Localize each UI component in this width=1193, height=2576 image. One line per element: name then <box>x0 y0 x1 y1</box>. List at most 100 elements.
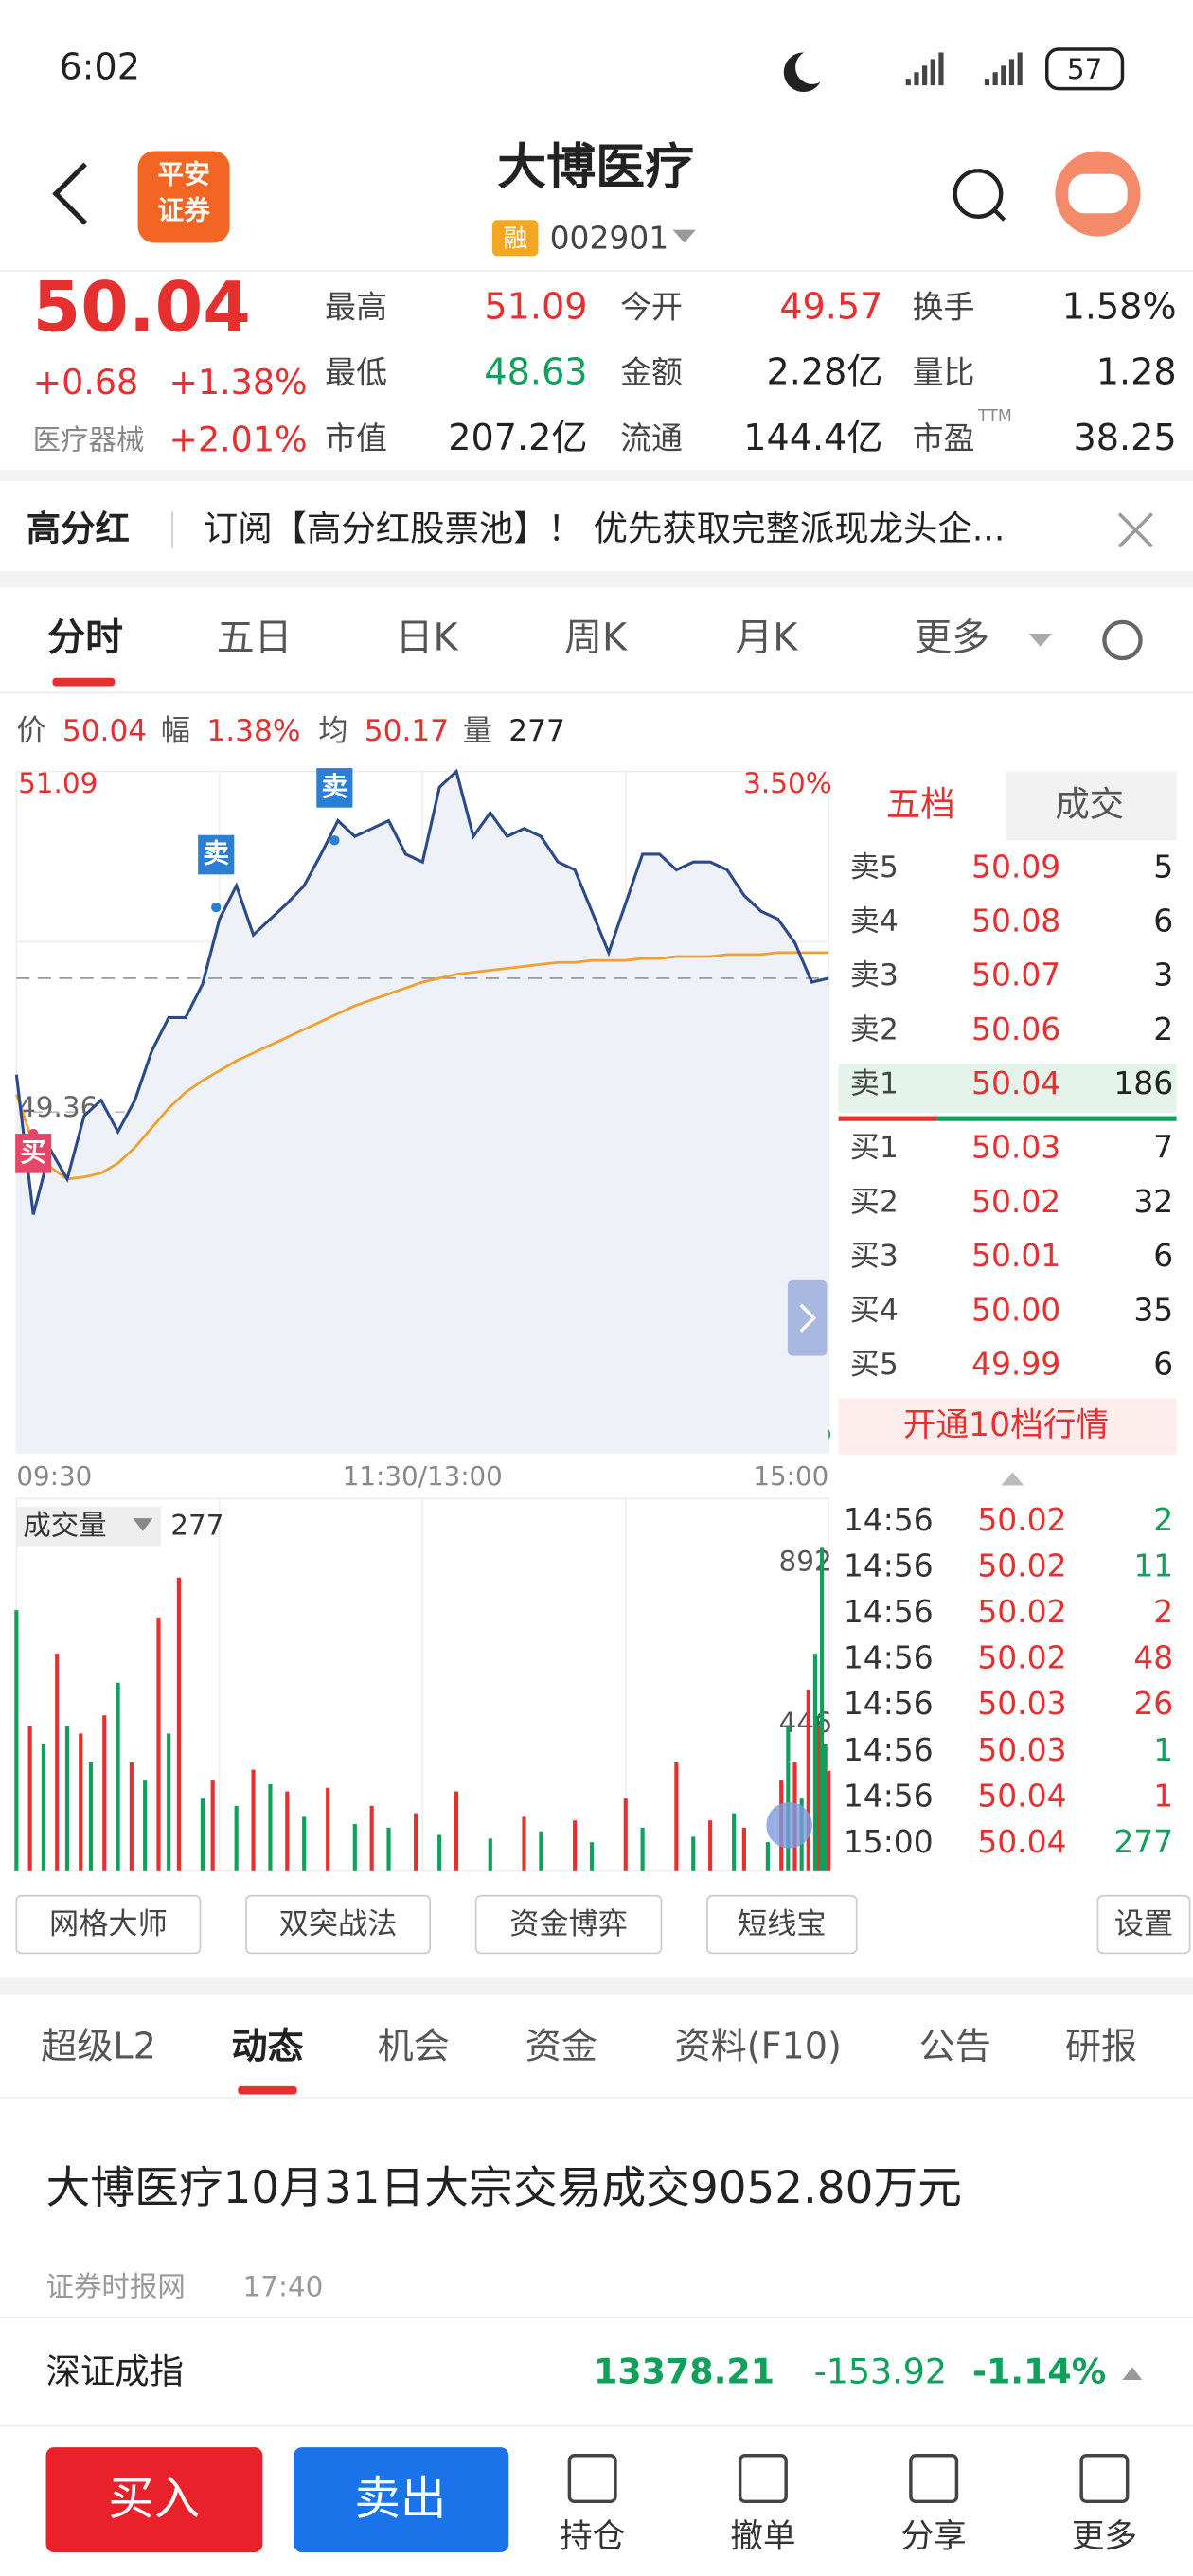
volume-bar <box>27 1726 32 1871</box>
news-source: 证券时报网 <box>46 2271 186 2303</box>
y-tick-label: 51.09 <box>18 767 98 799</box>
pe-note: TTM <box>977 407 1012 426</box>
news-tab[interactable]: 机会 <box>378 2025 450 2066</box>
trade-price: 50.02 <box>977 1501 1066 1538</box>
trade-price: 50.02 <box>977 1547 1066 1584</box>
volume-last: 277 <box>170 1509 223 1541</box>
ask-label: 卖1 <box>850 1067 899 1101</box>
news-tab[interactable]: 研报 <box>1065 2025 1137 2066</box>
trade-price: 50.03 <box>977 1731 1066 1768</box>
volume-bar <box>765 1842 770 1871</box>
index-change-pct: -1.14% <box>972 2352 1106 2392</box>
news-tab[interactable]: 资金 <box>525 2025 597 2066</box>
separator <box>0 469 1193 481</box>
nav-label[interactable]: 持仓 <box>560 2517 625 2555</box>
search-button[interactable] <box>953 169 1004 219</box>
ask-volume: 2 <box>1153 1011 1173 1047</box>
volume-bar <box>573 1820 578 1871</box>
price-change-pct: +1.38% <box>169 362 308 402</box>
tool-label[interactable]: 设置 <box>1114 1907 1173 1941</box>
chart-tab[interactable]: 周K <box>564 616 628 659</box>
price-change: +0.68 <box>33 362 138 402</box>
nav-label[interactable]: 更多 <box>1072 2517 1137 2555</box>
volume-bar <box>539 1831 543 1871</box>
volume-bar <box>234 1805 239 1871</box>
info-value: 50.17 <box>365 714 449 748</box>
nav-label[interactable]: 分享 <box>900 2517 966 2555</box>
back-button <box>52 162 87 225</box>
trade-time: 14:56 <box>844 1501 934 1538</box>
volume-bar <box>116 1682 120 1871</box>
chart-tab[interactable]: 月K <box>735 616 798 659</box>
trade-price: 50.04 <box>977 1777 1066 1814</box>
news-tab[interactable]: 资料(F10) <box>675 2025 842 2066</box>
volume-bar <box>827 1770 831 1871</box>
bid-price: 49.99 <box>971 1345 1060 1382</box>
index-name: 深证成指 <box>46 2352 185 2392</box>
news-tab[interactable]: 超级L2 <box>41 2025 156 2066</box>
signal-marker <box>15 1134 52 1173</box>
trade-time: 15:00 <box>844 1823 934 1860</box>
stat-label: 市盈 <box>913 420 975 456</box>
status-time: 6:02 <box>59 45 140 87</box>
bid-label: 买2 <box>850 1185 899 1219</box>
refresh-button[interactable] <box>766 1801 812 1849</box>
y2-tick-label: 3.50% <box>743 767 832 799</box>
trade-volume: 277 <box>1113 1823 1173 1860</box>
price-line <box>14 768 829 1215</box>
stock-name: 大博医疗 <box>497 139 694 196</box>
more-dropdown <box>1028 633 1052 647</box>
info-value: 50.04 <box>62 714 147 748</box>
tool-label[interactable]: 网格大师 <box>49 1907 168 1941</box>
ask-volume: 3 <box>1153 957 1173 993</box>
tool-label[interactable]: 资金博弈 <box>509 1907 628 1941</box>
index-value: 13378.21 <box>594 2352 775 2392</box>
stat-label: 今开 <box>620 288 683 325</box>
sell-label[interactable]: 卖出 <box>354 2472 446 2525</box>
info-value: 277 <box>508 714 565 748</box>
signal-bar <box>914 72 919 86</box>
ask-label: 卖5 <box>850 850 899 885</box>
book-tab[interactable]: 成交 <box>1055 783 1124 824</box>
book-tab[interactable]: 五档 <box>886 783 955 824</box>
tool-button <box>1096 1894 1191 1955</box>
chart-tab[interactable]: 更多 <box>914 616 989 659</box>
buy-button <box>45 2447 263 2553</box>
buy-label[interactable]: 买入 <box>108 2472 200 2525</box>
news-tab[interactable]: 动态 <box>231 2025 303 2066</box>
tab-underline <box>52 677 116 687</box>
stat-label: 最低 <box>325 354 387 391</box>
chart-tab[interactable]: 日K <box>396 616 459 659</box>
stat-value: 144.4亿 <box>743 417 882 458</box>
ask-volume: 5 <box>1153 848 1173 885</box>
bid-label: 买1 <box>850 1131 899 1165</box>
nav-icon <box>567 2454 617 2504</box>
volume-bar <box>156 1617 161 1871</box>
trade-price: 50.02 <box>977 1593 1066 1630</box>
volume-bar <box>732 1813 737 1871</box>
volume-bar <box>823 1744 828 1871</box>
news-time: 17:40 <box>243 2271 324 2303</box>
signal-bar <box>1008 59 1015 86</box>
news-title[interactable]: 大博医疗10月31日大宗交易成交9052.80万元 <box>46 2163 962 2214</box>
tool-label[interactable]: 双突战法 <box>279 1907 398 1941</box>
upgrade-button[interactable]: 开通10档行情 <box>903 1406 1109 1444</box>
settings-button[interactable] <box>1102 619 1143 661</box>
info-label: 量 <box>463 714 492 748</box>
chart-tab[interactable]: 五日 <box>217 616 293 659</box>
bid-volume: 6 <box>1153 1345 1173 1382</box>
nav-label[interactable]: 撤单 <box>730 2517 795 2555</box>
tool-label[interactable]: 短线宝 <box>738 1907 827 1941</box>
ask-label: 卖4 <box>850 904 899 939</box>
sector-name: 医疗器械 <box>33 424 145 456</box>
volume-bar <box>302 1816 307 1871</box>
broker-logo <box>137 151 230 243</box>
volume-bar <box>488 1838 492 1871</box>
banner-text[interactable]: 订阅【高分红股票池】！ 优先获取完整派现龙头企... <box>204 508 1006 548</box>
trade-time: 14:56 <box>844 1731 934 1768</box>
chart-tab[interactable]: 分时 <box>47 616 123 659</box>
signal-bar <box>922 65 928 86</box>
volume-bar <box>210 1780 215 1871</box>
news-tab[interactable]: 公告 <box>919 2025 991 2066</box>
